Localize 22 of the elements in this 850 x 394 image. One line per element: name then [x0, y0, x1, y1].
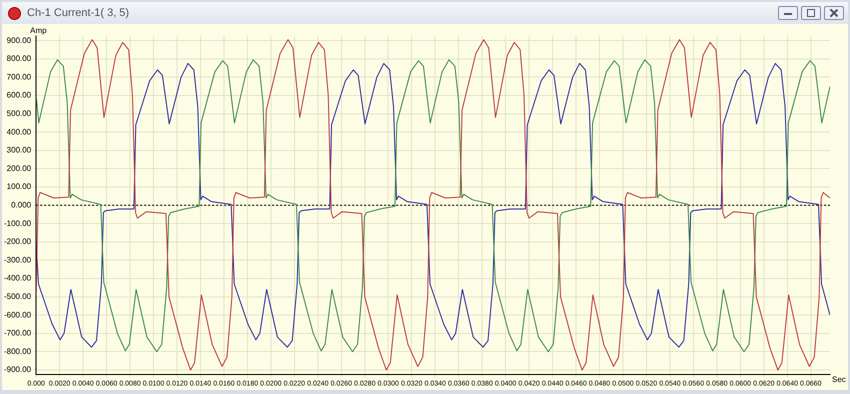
y-tick-label: -100.00	[4, 218, 32, 228]
y-tick-label: 800.00	[6, 54, 32, 64]
y-tick-label: 100.00	[6, 182, 32, 192]
y-tick-label: 400.00	[6, 127, 32, 136]
y-tick-label: -800.00	[4, 346, 32, 356]
chart-title: Ch-1 Current-1( 3, 5)	[27, 7, 130, 19]
y-tick-label: -300.00	[4, 255, 32, 264]
y-tick-label: 500.00	[6, 108, 32, 118]
y-tick-label: 600.00	[6, 90, 32, 100]
y-tick-label: 900.00	[6, 36, 32, 45]
y-tick-label: -200.00	[4, 237, 32, 246]
y-tick-label: 300.00	[6, 146, 32, 155]
y-tick-label: -500.00	[4, 292, 32, 302]
y-tick-label: -400.00	[4, 274, 32, 283]
y-axis-title: Amp	[30, 26, 48, 36]
y-tick-label: -900.00	[4, 365, 32, 374]
x-axis-title: Sec	[832, 374, 846, 384]
y-tick-label: -700.00	[4, 328, 32, 338]
y-tick-label: -600.00	[4, 310, 32, 320]
y-tick-label: 200.00	[6, 164, 32, 173]
y-tick-label: 0.000	[11, 200, 32, 210]
y-tick-label: 700.00	[6, 72, 32, 82]
